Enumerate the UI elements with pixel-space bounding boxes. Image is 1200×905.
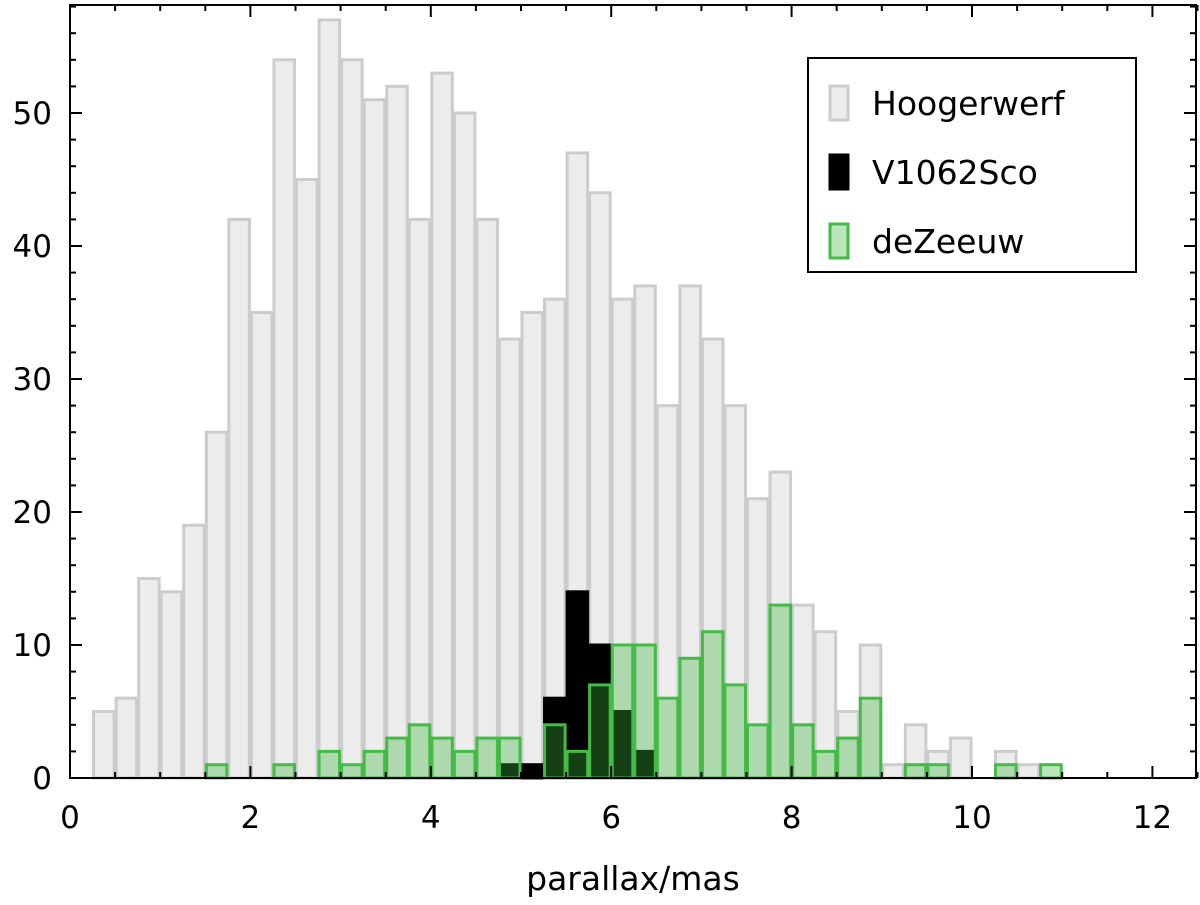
x-tick-label: 6 [601,800,621,836]
bar-hoogerwerf [159,590,184,780]
tick-labels: 0 2 4 6 8 10 12 0 10 20 30 40 50 [13,96,1173,836]
bar-dezeeuw [813,749,838,780]
plot-frame [69,4,1197,779]
bar-hoogerwerf [227,217,251,780]
x-tick-label: 4 [421,800,441,836]
bar-dezeeuw [452,749,477,780]
bar-dezeeuw [272,763,297,780]
x-tick-label: 8 [782,800,802,836]
bar-dezeeuw [791,723,815,780]
bar-hoogerwerf [520,311,545,780]
bar-dezeeuw [610,643,635,780]
bar-dezeeuw [543,723,567,780]
bar-hoogerwerf [948,736,973,780]
legend-label-hoogerwerf: Hoogerwerf [872,84,1066,123]
bar-hoogerwerf [407,217,432,780]
legend-box [807,57,1137,273]
bar-hoogerwerf [340,58,364,780]
bar-hoogerwerf [385,84,409,780]
y-tick-label: 20 [13,495,52,531]
bar-hoogerwerf [881,763,905,780]
bar-dezeeuw [475,736,499,780]
legend-label-dezeeuw: deZeeuw [872,222,1024,261]
y-tick-label: 50 [13,96,52,132]
bar-hoogerwerf [137,577,161,780]
y-tick-label: 40 [13,229,52,265]
ticks-layer [69,5,1199,779]
legend: Hoogerwerf V1062Sco deZeeuw [807,57,1137,273]
bar-dezeeuw [565,749,590,780]
bar-dezeeuw [633,643,657,780]
bar-hoogerwerf [452,111,477,780]
bar-dezeeuw [655,696,680,780]
y-tick-label: 0 [32,761,52,797]
bar-dezeeuw [588,683,612,780]
bar-hoogerwerf [317,18,342,780]
bar-dezeeuw [836,736,860,780]
legend-label-v1062sco: V1062Sco [872,153,1038,192]
x-tick-label: 12 [1133,800,1172,836]
x-tick-label: 0 [60,800,80,836]
bar-dezeeuw [858,696,883,780]
bar-hoogerwerf [1016,763,1041,780]
bar-hoogerwerf [182,523,206,780]
bar-dezeeuw [994,763,1018,780]
x-tick-label: 10 [952,800,991,836]
series-dezeeuw [204,603,1063,780]
bar-dezeeuw [768,603,793,780]
bar-dezeeuw [407,723,432,780]
bar-v1062sco [520,763,545,780]
x-tick-label: 2 [241,800,261,836]
y-tick-label: 10 [13,628,52,664]
y-tick-label: 30 [13,362,52,398]
bar-dezeeuw [497,736,522,780]
bar-hoogerwerf [295,178,319,780]
bar-hoogerwerf [114,696,139,780]
bar-hoogerwerf [497,337,522,780]
bar-dezeeuw [362,749,387,780]
bar-dezeeuw [700,630,725,780]
legend-swatch-v1062sco [828,153,850,191]
bar-dezeeuw [340,763,364,780]
bar-dezeeuw [204,763,229,780]
bar-hoogerwerf [362,98,387,780]
bar-dezeeuw [430,736,454,780]
bar-hoogerwerf [272,58,297,780]
bar-hoogerwerf [92,710,116,780]
legend-swatch-dezeeuw [828,222,850,260]
bar-hoogerwerf [430,71,454,780]
bar-hoogerwerf [475,217,499,780]
bar-dezeeuw [678,656,702,780]
bar-dezeeuw [317,749,342,780]
bar-dezeeuw [926,763,950,780]
bar-dezeeuw [385,736,409,780]
bar-hoogerwerf [204,430,229,780]
bar-dezeeuw [723,683,748,780]
x-axis-label: parallax/mas [526,859,740,898]
bar-hoogerwerf [249,311,274,780]
legend-swatch-hoogerwerf [828,84,850,122]
bar-dezeeuw [903,763,928,780]
bar-dezeeuw [746,723,770,780]
bar-dezeeuw [1039,763,1063,780]
